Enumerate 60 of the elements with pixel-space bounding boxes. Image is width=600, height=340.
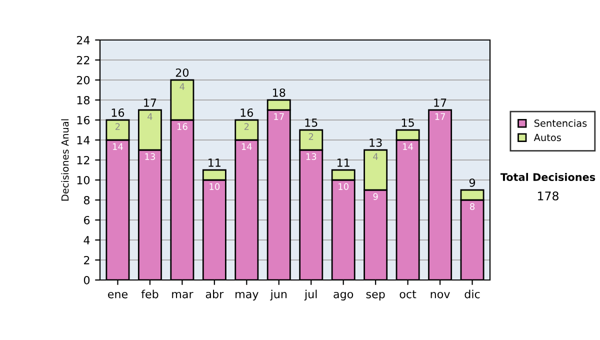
text: Total Decisiones	[500, 172, 596, 182]
data-label: 13	[306, 153, 316, 160]
total-label: 9	[469, 178, 476, 187]
x-tick-label: abr	[206, 290, 224, 298]
x-tick-label: ene	[108, 292, 128, 298]
total-label: 11	[338, 158, 350, 167]
y-tick-label: 16	[77, 116, 90, 124]
total-label: 17	[144, 98, 156, 107]
data-label: 8	[470, 203, 475, 210]
y-tick-label: 20	[76, 76, 90, 84]
legend-label: Sentencias	[534, 119, 587, 127]
data-label: 10	[210, 183, 220, 190]
data-label: 14	[242, 143, 252, 150]
total-label: 16	[112, 108, 124, 117]
x-tick-label: dic	[464, 290, 480, 298]
x-tick-label: sep	[366, 292, 385, 300]
total-label: 13	[370, 138, 382, 147]
legend-label: Autos	[534, 134, 561, 142]
data-label: 13	[145, 153, 155, 160]
total-label: 15	[402, 118, 414, 127]
total-label: 15	[305, 118, 318, 127]
data-label: 9	[373, 193, 378, 200]
text: 178	[538, 191, 558, 200]
data-label: 2	[308, 133, 314, 140]
data-label: 4	[148, 113, 152, 120]
data-label: 16	[177, 123, 188, 130]
total-label: 16	[240, 108, 254, 117]
x-tick-label: oct	[400, 290, 416, 298]
total-label: 18	[273, 88, 286, 97]
data-label: 4	[373, 153, 378, 160]
data-label: 17	[435, 113, 446, 120]
data-label: 10	[338, 183, 348, 190]
x-tick-label: nov	[430, 292, 450, 298]
total-label: 20	[176, 68, 189, 77]
data-label: 2	[116, 123, 120, 130]
total-label: 17	[434, 98, 446, 107]
y-tick-label: 8	[84, 196, 90, 204]
total-label: 11	[208, 158, 220, 167]
y-tick-label: 24	[76, 36, 90, 44]
y-axis-title: Decisiones Anual	[61, 119, 69, 201]
x-tick-label: ago	[334, 292, 354, 300]
data-label: 4	[180, 83, 185, 90]
y-tick-label: 22	[76, 56, 90, 64]
data-label: 14	[112, 143, 123, 150]
y-tick-label: 12	[77, 156, 90, 164]
data-label: 17	[274, 113, 284, 120]
y-tick-label: 2	[84, 256, 90, 264]
x-tick-label: jul	[304, 290, 317, 300]
y-tick-label: 18	[77, 96, 90, 104]
x-tick-label: may	[236, 292, 258, 300]
y-tick-label: 10	[77, 176, 90, 184]
x-tick-label: feb	[141, 290, 158, 298]
y-tick-label: 14	[77, 136, 90, 144]
x-tick-label: jun	[270, 290, 287, 300]
data-label: 2	[244, 123, 249, 130]
x-tick-label: mar	[172, 292, 194, 298]
y-tick-label: 0	[84, 276, 90, 284]
data-label: 14	[403, 143, 414, 150]
y-tick-label: 4	[84, 236, 90, 244]
y-tick-label: 6	[84, 216, 90, 224]
